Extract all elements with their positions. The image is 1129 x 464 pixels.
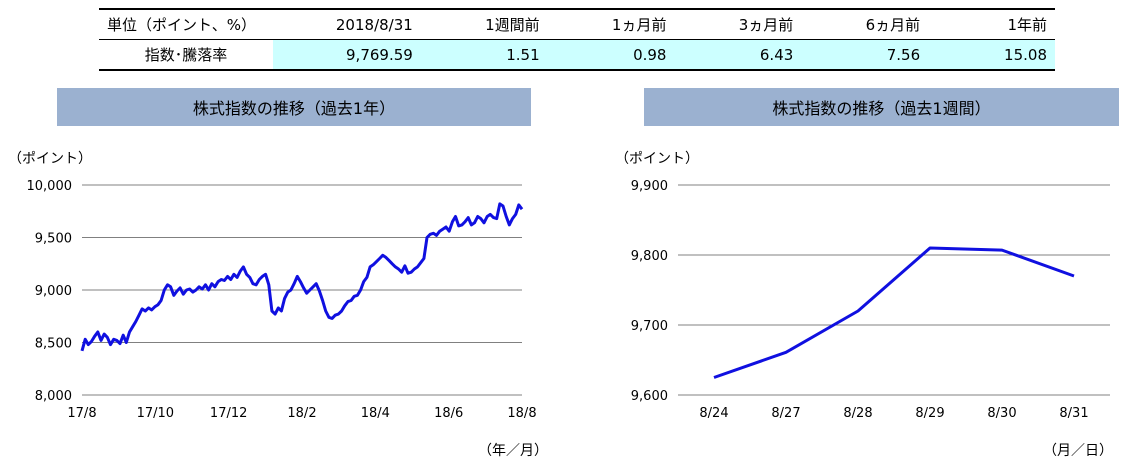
summary-value-row: 指数･騰落率 9,769.59 1.51 0.98 6.43 7.56 15.0… [99,39,1055,71]
chart-1w-xlabel: （月／日） [1043,443,1113,459]
chart-1y-xtick-label: 18/8 [507,406,536,421]
summary-value-3m: 6.43 [674,39,802,71]
chart-1w-xtick-label: 8/29 [915,406,944,421]
chart-1y-series-line [80,202,524,352]
summary-header-1y: 1年前 [928,8,1055,40]
chart-1w-title: 株式指数の推移（過去1週間） [644,88,1119,126]
chart-1w-xtick-label: 8/30 [987,406,1016,421]
chart-1y-xtick-label: 18/6 [434,406,463,421]
chart-1y-ytick-label: 8,000 [35,389,72,404]
summary-value-index: 9,769.59 [272,39,421,71]
chart-1y-xtick-label: 17/8 [67,406,96,421]
chart-1y-xtick-label: 18/2 [287,406,316,421]
chart-1w-svg: 9,900 9,800 9,700 9,600 8/24 8/27 8/28 8/29 8/30… [631,179,1110,421]
chart-1y-xtick-label: 17/12 [210,406,247,421]
summary-header-3m: 3ヵ月前 [674,8,802,40]
summary-header-date: 2018/8/31 [272,8,421,40]
chart-1y-ylabel: （ポイント） [8,151,92,167]
chart-1w-xtick-label: 8/28 [843,406,872,421]
chart-1y: 10,000 9,500 9,000 8,500 8,000 17/8 17/10 17/12… [0,170,560,440]
chart-1w-ytick-label: 9,600 [631,389,668,404]
chart-1w-ylabel: （ポイント） [615,151,699,167]
chart-1y-svg: 10,000 9,500 9,000 8,500 8,000 17/8 17/10 17/12… [27,179,537,421]
summary-value-1w: 1.51 [420,39,548,71]
chart-1w-ytick-label: 9,700 [631,319,668,334]
chart-1y-xlabel: （年／月） [478,443,548,459]
chart-1y-xtick-label: 17/10 [137,406,174,421]
summary-header-row: 単位（ポイント、%） 2018/8/31 1週間前 1ヵ月前 3ヵ月前 6ヵ月前… [99,8,1055,40]
chart-1w-ytick-label: 9,900 [631,179,668,194]
chart-1w-xtick-label: 8/27 [771,406,800,421]
summary-header-1m: 1ヵ月前 [547,8,675,40]
chart-1y-xtick-label: 18/4 [361,406,390,421]
chart-1w-xtick-label: 8/24 [699,406,728,421]
chart-1y-ytick-label: 9,500 [35,232,72,247]
chart-1w-ytick-label: 9,800 [631,249,668,264]
summary-value-6m: 7.56 [801,39,929,71]
summary-header-1w: 1週間前 [420,8,548,40]
summary-header-6m: 6ヵ月前 [801,8,929,40]
chart-1w-series-line [713,246,1075,379]
chart-1y-ytick-label: 8,500 [35,337,72,352]
chart-1y-ytick-label: 9,000 [35,284,72,299]
chart-1w: 9,900 9,800 9,700 9,600 8/24 8/27 8/28 8/29 8/30… [600,170,1129,440]
chart-1w-xtick-label: 8/31 [1059,406,1088,421]
summary-table: 単位（ポイント、%） 2018/8/31 1週間前 1ヵ月前 3ヵ月前 6ヵ月前… [99,8,1055,71]
summary-value-1m: 0.98 [547,39,675,71]
chart-1y-title: 株式指数の推移（過去1年） [57,88,531,126]
summary-row-label: 指数･騰落率 [99,39,273,71]
chart-1y-ytick-label: 10,000 [27,179,73,194]
summary-value-1y: 15.08 [928,39,1055,71]
summary-header-unit: 単位（ポイント、%） [99,8,273,40]
